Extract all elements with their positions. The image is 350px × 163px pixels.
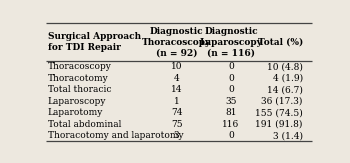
Text: Thoracoscopy: Thoracoscopy [48, 62, 112, 71]
Text: 0: 0 [228, 62, 234, 71]
Text: Laparotomy: Laparotomy [48, 108, 103, 117]
Text: Diagnostic
Laparoscopy
(n = 116): Diagnostic Laparoscopy (n = 116) [199, 27, 262, 58]
Text: 191 (91.8): 191 (91.8) [256, 120, 303, 129]
Text: 116: 116 [222, 120, 239, 129]
Text: 14: 14 [171, 85, 182, 94]
Text: 10: 10 [171, 62, 182, 71]
Text: Laparoscopy: Laparoscopy [48, 97, 106, 106]
Text: Thoracotomy and laparotomy: Thoracotomy and laparotomy [48, 131, 183, 140]
Text: 74: 74 [171, 108, 182, 117]
Text: 0: 0 [228, 131, 234, 140]
Text: Total thoracic: Total thoracic [48, 85, 111, 94]
Text: Total abdominal: Total abdominal [48, 120, 121, 129]
Text: Surgical Approach
for TDI Repair: Surgical Approach for TDI Repair [48, 32, 141, 52]
Text: Diagnostic
Thoracoscopy
(n = 92): Diagnostic Thoracoscopy (n = 92) [142, 27, 211, 58]
Text: 14 (6.7): 14 (6.7) [267, 85, 303, 94]
Text: Total (%): Total (%) [258, 38, 303, 47]
Text: 155 (74.5): 155 (74.5) [255, 108, 303, 117]
Text: 0: 0 [228, 74, 234, 83]
Text: 10 (4.8): 10 (4.8) [267, 62, 303, 71]
Text: 75: 75 [171, 120, 182, 129]
Text: 3 (1.4): 3 (1.4) [273, 131, 303, 140]
Text: 1: 1 [174, 97, 180, 106]
Text: 4: 4 [174, 74, 180, 83]
Text: 4 (1.9): 4 (1.9) [273, 74, 303, 83]
Text: 36 (17.3): 36 (17.3) [261, 97, 303, 106]
Text: 35: 35 [225, 97, 237, 106]
Text: 0: 0 [228, 85, 234, 94]
Text: 3: 3 [174, 131, 180, 140]
Text: 81: 81 [225, 108, 237, 117]
Text: Thoracotomy: Thoracotomy [48, 74, 108, 83]
